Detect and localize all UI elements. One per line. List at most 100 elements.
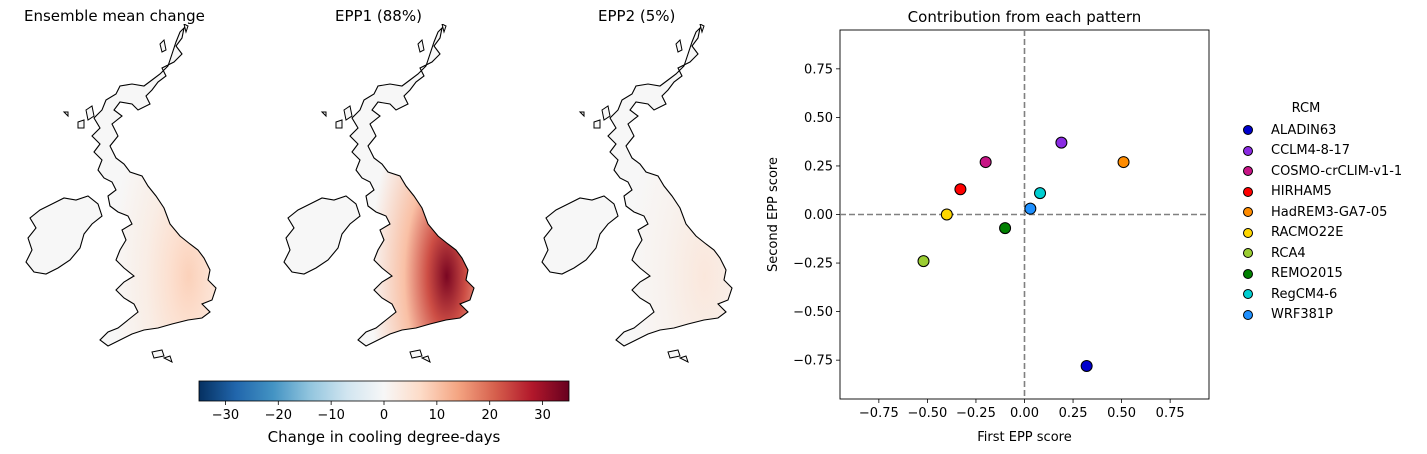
x-tick-label: 0.50: [1107, 406, 1136, 421]
island-outline: [159, 38, 167, 53]
colorbar-tick-label: 30: [534, 408, 551, 423]
y-tick-label: −0.50: [793, 305, 833, 320]
colorbar-tick-label: 0: [380, 408, 388, 423]
y-axis-label: Second EPP score: [766, 157, 781, 272]
legend-item: RCA4: [1236, 243, 1426, 264]
great-britain-outline: [349, 26, 475, 347]
island-outline: [335, 119, 343, 129]
point-remo2015: [999, 222, 1012, 235]
legend-marker-icon: [1243, 309, 1253, 320]
legend-label: ALADIN63: [1271, 122, 1337, 138]
legend-item: REMO2015: [1236, 264, 1426, 285]
point-cclm4-8-17: [1055, 136, 1068, 149]
point-rca4: [917, 255, 930, 268]
legend-label: RegCM4-6: [1271, 286, 1338, 302]
colorbar-tick-label: 20: [481, 408, 498, 423]
map-title-epp2: EPP2 (5%): [598, 7, 676, 25]
legend-label: RACMO22E: [1271, 225, 1344, 241]
legend-item: ALADIN63: [1236, 120, 1426, 141]
island-outline: [409, 349, 423, 359]
island-outline: [162, 355, 173, 363]
island-outline: [151, 349, 165, 359]
legend-item: WRF381P: [1236, 305, 1426, 326]
island-outline: [441, 24, 447, 34]
legend-marker-icon: [1243, 186, 1253, 197]
legend-title: RCM: [1291, 101, 1321, 116]
point-regcm4-6: [1034, 187, 1047, 200]
great-britain-outline: [91, 26, 217, 347]
x-tick-label: 0.25: [1059, 406, 1088, 421]
legend: RCM ALADIN63 CCLM4-8-17 COSMO-crCLIM-v1-1 H…: [1236, 101, 1426, 325]
legend-label: COSMO-crCLIM-v1-1: [1271, 163, 1403, 179]
point-hirham5: [954, 183, 967, 196]
island-outline: [675, 38, 683, 53]
y-tick-label: 0.75: [804, 62, 833, 77]
point-racmo22e: [940, 208, 953, 221]
island-outline: [420, 355, 431, 363]
point-wrf381p: [1024, 202, 1037, 215]
x-axis-label: First EPP score: [977, 430, 1071, 445]
legend-label: HIRHAM5: [1271, 184, 1332, 200]
ireland-outline: [541, 195, 619, 275]
x-tick-label: −0.50: [907, 406, 947, 421]
island-outline: [77, 119, 85, 129]
x-tick-label: −0.25: [956, 406, 996, 421]
map-title-epp1: EPP1 (88%): [335, 7, 422, 25]
y-tick-label: 0.50: [804, 111, 833, 126]
legend-label: RCA4: [1271, 245, 1306, 261]
legend-marker-icon: [1243, 207, 1253, 218]
island-outline: [417, 38, 425, 53]
x-tick-label: 0.00: [1010, 406, 1039, 421]
legend-marker-icon: [1243, 248, 1253, 259]
island-outline: [578, 111, 585, 118]
colorbar-tick-label: 10: [429, 408, 446, 423]
ireland-outline: [283, 195, 361, 275]
legend-item: HadREM3-GA7-05: [1236, 202, 1426, 223]
uk-map-epp2: [541, 24, 733, 363]
legend-marker-icon: [1243, 145, 1253, 156]
island-outline: [320, 111, 327, 118]
point-cosmo-crclim-v1-1: [979, 156, 992, 169]
colorbar-bar: [198, 380, 570, 402]
y-tick-label: 0.25: [804, 159, 833, 174]
legend-item: RACMO22E: [1236, 223, 1426, 244]
island-outline: [699, 24, 705, 34]
point-hadrem3-ga7-05: [1117, 156, 1130, 169]
island-outline: [62, 111, 69, 118]
island-outline: [593, 119, 601, 129]
point-aladin63: [1080, 359, 1093, 372]
y-tick-label: 0.00: [804, 208, 833, 223]
colorbar-tick-label: −20: [265, 408, 292, 423]
island-outline: [183, 24, 189, 34]
colorbar: −30 −20 −10 0 10 20 30 Change in cooling degree…: [198, 380, 570, 446]
scatter-plot: −0.75 −0.50 −0.25 0.00 0.25 0.50 0.75 0.75 0.50 0…: [766, 8, 1210, 445]
map-title-ensemble: Ensemble mean change: [24, 7, 205, 25]
legend-label: WRF381P: [1271, 307, 1334, 323]
y-tick-label: −0.75: [793, 354, 833, 369]
x-tick-label: 0.75: [1156, 406, 1185, 421]
x-tick-label: −0.75: [859, 406, 899, 421]
colorbar-tick-label: −30: [212, 408, 239, 423]
island-outline: [85, 105, 95, 121]
legend-marker-icon: [1243, 166, 1253, 177]
island-outline: [601, 105, 611, 121]
island-outline: [678, 355, 689, 363]
y-tick-label: −0.25: [793, 257, 833, 272]
island-outline: [667, 349, 681, 359]
legend-item: CCLM4-8-17: [1236, 141, 1426, 162]
uk-map-ensemble: [25, 24, 217, 363]
legend-label: CCLM4-8-17: [1271, 143, 1351, 159]
legend-label: HadREM3-GA7-05: [1271, 204, 1388, 220]
chart-title: Contribution from each pattern: [908, 8, 1142, 26]
legend-marker-icon: [1243, 227, 1253, 238]
legend-item: RegCM4-6: [1236, 284, 1426, 305]
legend-marker-icon: [1243, 268, 1253, 279]
uk-map-epp1: [283, 24, 475, 363]
legend-marker-icon: [1243, 289, 1253, 300]
island-outline: [343, 105, 353, 121]
colorbar-label: Change in cooling degree-days: [268, 428, 501, 446]
legend-item: COSMO-crCLIM-v1-1: [1236, 161, 1426, 182]
colorbar-tick-label: −10: [317, 408, 344, 423]
ireland-outline: [25, 195, 103, 275]
legend-item: HIRHAM5: [1236, 182, 1426, 203]
